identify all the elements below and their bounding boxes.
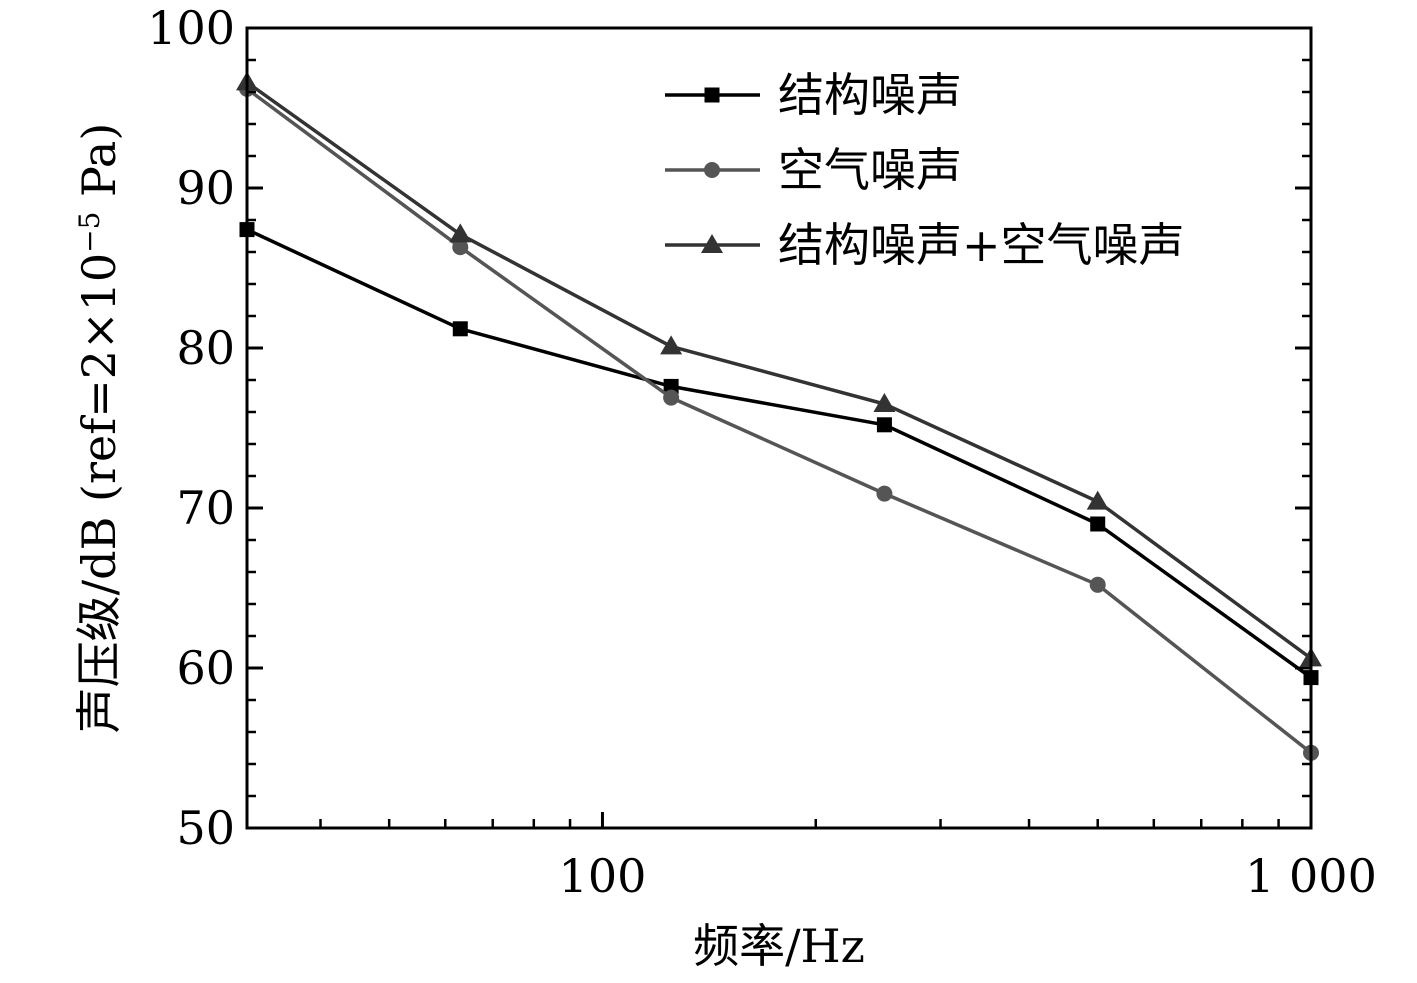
data-point-series-3: [873, 393, 896, 412]
data-point-series-2: [663, 389, 680, 406]
series-line-1: [246, 228, 1313, 680]
y-tick-label: 60: [176, 641, 235, 695]
x-axis: 100 1 000: [319, 812, 1377, 903]
data-point-series-1: [1090, 516, 1106, 532]
y-axis-title-superscript: −5: [73, 212, 106, 253]
data-point-series-3: [660, 335, 683, 355]
data-point-series-2: [452, 239, 469, 256]
y-tick-label: 90: [176, 161, 235, 215]
plot-content: [236, 71, 1322, 761]
legend-label-2: 空气噪声: [778, 143, 962, 197]
x-axis-title: 频率/Hz: [693, 919, 865, 973]
y-tick-label: 80: [176, 321, 235, 375]
plot-frame: [245, 26, 1313, 830]
legend-marker-2: [704, 162, 720, 178]
legend-marker-3: [701, 234, 723, 253]
y-tick-label: 70: [176, 481, 235, 535]
legend-label-3: 结构噪声+空气噪声: [778, 218, 1185, 272]
data-point-series-1: [452, 321, 468, 337]
data-point-series-2: [876, 485, 893, 502]
y-axis-title-main: 声压级/dB (ref=2×10: [72, 253, 126, 733]
series-line-3: [245, 80, 1313, 660]
data-point-series-2: [1089, 576, 1106, 593]
x-tick-label: 100: [559, 849, 647, 903]
y-axis-title-tail: Pa): [72, 123, 126, 212]
data-point-series-3: [449, 223, 472, 243]
x-tick-label: 1 000: [1245, 849, 1377, 903]
y-axis: 50 60 70 80 90 100: [147, 1, 1311, 855]
data-point-series-1: [663, 378, 679, 394]
series-line-2: [245, 87, 1313, 755]
data-point-series-1: [876, 417, 892, 433]
data-point-series-3: [1086, 490, 1109, 510]
legend-label-1: 结构噪声: [778, 68, 962, 122]
y-tick-label: 50: [176, 801, 235, 855]
y-tick-label: 100: [147, 1, 235, 55]
legend-marker-1: [704, 87, 720, 103]
y-axis-title: 声压级/dB (ref=2×10−5 Pa): [72, 123, 126, 734]
